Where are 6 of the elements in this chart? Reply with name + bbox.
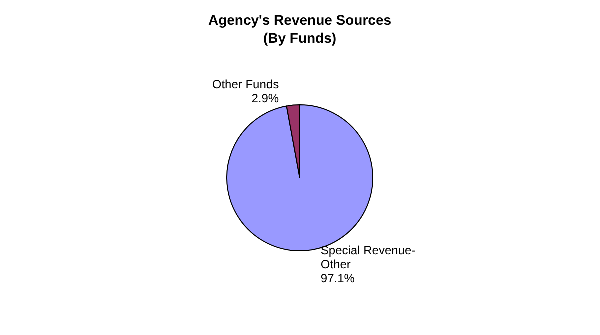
chart-title: Agency's Revenue Sources — [208, 12, 392, 28]
data-label: 97.1% — [320, 272, 356, 286]
chart-subtitle: (By Funds) — [263, 30, 337, 46]
data-label: 2.9% — [252, 91, 280, 106]
slice-label: Special Revenue- Other — [320, 244, 416, 272]
slice-label: Other Funds — [212, 77, 280, 92]
